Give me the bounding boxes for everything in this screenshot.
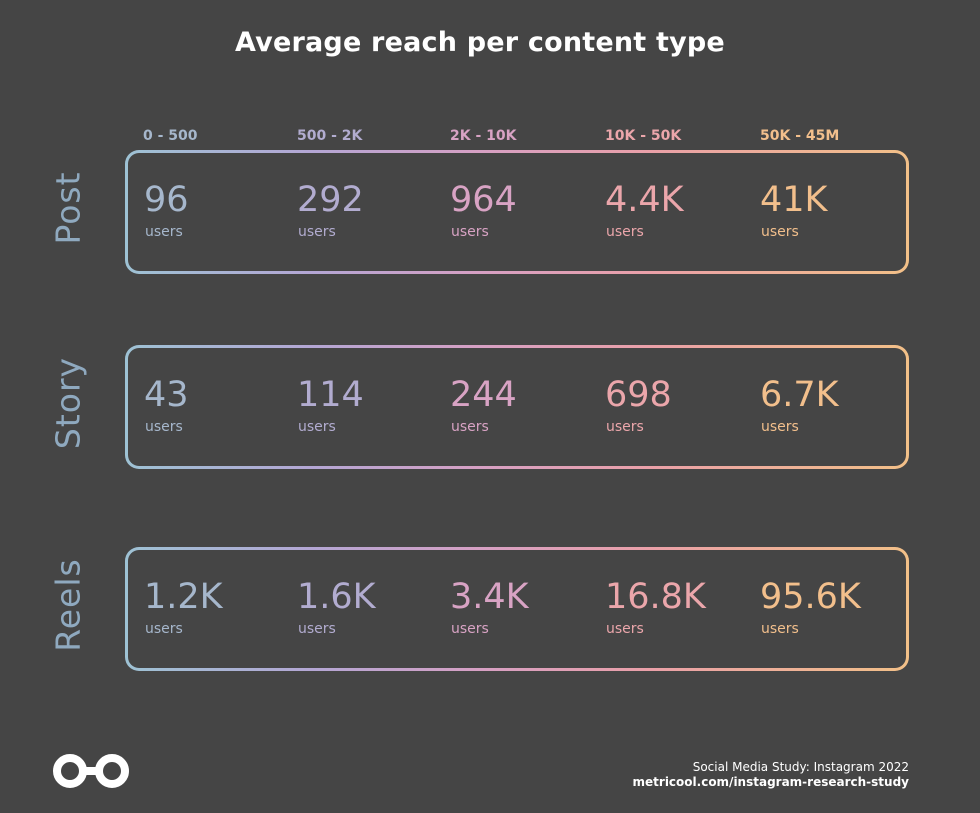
row-box-post: [125, 150, 909, 274]
row-box-reels: [125, 547, 909, 671]
cell-unit: users: [761, 621, 799, 637]
cell-unit: users: [298, 621, 336, 637]
column-header: 50K - 45M: [760, 128, 840, 144]
cell-value: 114: [297, 375, 364, 415]
cell-unit: users: [451, 224, 489, 240]
cell-value: 41K: [760, 180, 828, 220]
cell-value: 292: [297, 180, 364, 220]
row-box-story: [125, 345, 909, 469]
footer-study: Social Media Study: Instagram 2022: [692, 760, 909, 774]
row-label: Story: [48, 356, 88, 450]
cell-unit: users: [761, 224, 799, 240]
cell-value: 698: [605, 375, 672, 415]
cell-unit: users: [298, 419, 336, 435]
cell-unit: users: [451, 621, 489, 637]
cell-value: 16.8K: [605, 577, 706, 617]
column-header: 2K - 10K: [450, 128, 517, 144]
cell-unit: users: [145, 224, 183, 240]
cell-unit: users: [606, 621, 644, 637]
cell-value: 244: [450, 375, 517, 415]
cell-unit: users: [298, 224, 336, 240]
cell-value: 3.4K: [450, 577, 529, 617]
cell-value: 43: [144, 375, 189, 415]
cell-value: 96: [144, 180, 189, 220]
cell-unit: users: [606, 419, 644, 435]
cell-value: 964: [450, 180, 517, 220]
footer-url[interactable]: metricool.com/instagram-research-study: [632, 775, 909, 789]
row-label: Reels: [48, 558, 88, 652]
cell-unit: users: [145, 419, 183, 435]
cell-value: 6.7K: [760, 375, 839, 415]
column-header: 10K - 50K: [605, 128, 682, 144]
cell-unit: users: [606, 224, 644, 240]
cell-value: 1.2K: [144, 577, 223, 617]
cell-unit: users: [451, 419, 489, 435]
cell-value: 95.6K: [760, 577, 861, 617]
cell-unit: users: [145, 621, 183, 637]
cell-value: 1.6K: [297, 577, 376, 617]
cell-unit: users: [761, 419, 799, 435]
column-header: 500 - 2K: [297, 128, 363, 144]
cell-value: 4.4K: [605, 180, 684, 220]
column-header: 0 - 500: [143, 128, 198, 144]
metricool-infinity-icon: [53, 754, 129, 788]
chart-title: Average reach per content type: [235, 27, 725, 58]
row-label: Post: [48, 171, 88, 245]
